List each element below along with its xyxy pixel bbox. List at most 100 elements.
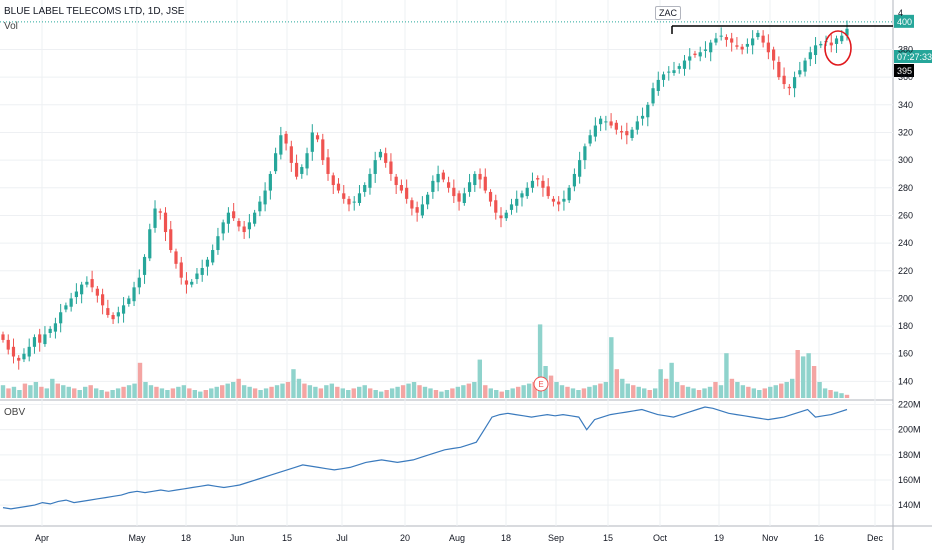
volume-bar	[384, 390, 389, 398]
volume-bar	[346, 390, 351, 398]
time-tick-label: Apr	[35, 533, 49, 543]
volume-bar	[779, 383, 784, 398]
volume-bar	[329, 383, 335, 398]
volume-bar	[302, 383, 307, 398]
candle-body	[698, 52, 702, 57]
volume-bar	[609, 337, 614, 398]
candle-body	[499, 215, 503, 219]
candle-body	[588, 135, 592, 144]
volume-bar	[811, 366, 817, 398]
volume-bar	[121, 386, 126, 398]
volume-bar	[773, 385, 778, 398]
candle-body	[184, 280, 189, 285]
time-tick-label: Aug	[449, 533, 465, 543]
annotation-circle	[824, 30, 852, 66]
candle-body	[724, 37, 729, 40]
candle-body	[90, 279, 94, 288]
candle-body	[38, 334, 42, 343]
candle-body	[211, 250, 215, 263]
candle-body	[326, 157, 330, 174]
volume-bar	[263, 388, 269, 398]
candle-body	[772, 49, 776, 61]
volume-bar	[548, 375, 554, 398]
volume-bar	[625, 383, 630, 398]
volume-bar	[225, 383, 230, 398]
volume-bar	[280, 383, 285, 398]
candle-body	[840, 35, 844, 42]
candle-body	[473, 173, 477, 186]
volume-bar	[614, 369, 620, 398]
volume-bar	[576, 390, 581, 398]
volume-bar	[220, 385, 225, 398]
candle-body	[457, 193, 461, 202]
volume-bar	[137, 362, 143, 398]
price-axis[interactable]: 140 160 180 200 220 240 260 280 300 320 340 360 380 4	[898, 8, 913, 386]
volume-bar	[389, 388, 395, 398]
last-price-tag	[894, 64, 914, 77]
candle-body	[462, 193, 466, 203]
candle-body	[179, 262, 183, 278]
candle-body	[599, 118, 603, 125]
candle-body	[221, 222, 225, 234]
volume-bar	[669, 362, 674, 398]
symbol-title[interactable]: BLUE LABEL TELECOMS LTD, 1D, JSE	[4, 6, 185, 17]
candle-body	[630, 129, 634, 138]
volume-bar	[6, 388, 11, 398]
volume-bar	[587, 386, 592, 398]
candle-body	[190, 281, 194, 285]
candle-body	[59, 312, 63, 324]
candle-body	[32, 337, 37, 347]
volume-bar	[209, 388, 214, 398]
price-tick-label: 140	[898, 376, 913, 386]
candle-body	[11, 346, 16, 357]
candle-body	[656, 79, 660, 91]
volume-bars	[0, 324, 850, 398]
obv-tick-label: 200M	[898, 425, 921, 435]
volume-bar	[817, 382, 822, 398]
price-tick-label: 260	[898, 210, 913, 220]
price-tick-label: 180	[898, 321, 913, 331]
countdown-tag	[894, 50, 932, 63]
candle-body	[478, 173, 482, 180]
candle-body	[593, 125, 597, 137]
candle-body	[730, 38, 734, 43]
candle-body	[845, 28, 849, 36]
candle-body	[253, 212, 257, 224]
candle-body	[405, 187, 409, 199]
volume-bar	[44, 388, 50, 398]
candle-body	[289, 146, 293, 163]
volume-bar	[214, 386, 219, 398]
volume-bar	[789, 378, 795, 398]
volume-bar	[729, 378, 735, 398]
currency-badge[interactable]: ZAC	[655, 6, 681, 20]
candle-body	[682, 60, 687, 69]
volume-bar	[28, 385, 33, 398]
volume-bar	[844, 394, 850, 398]
candle-body	[488, 191, 493, 202]
obv-axis[interactable]: 140M 160M 180M 200M 220M	[898, 400, 921, 511]
time-axis[interactable]: Apr May 18 Jun 15 Jul 20 Aug 18 Sep 15 Oct 19 Nov 16 De…	[35, 533, 884, 543]
price-tick-label: 240	[898, 238, 913, 248]
candle-body	[452, 187, 456, 197]
candle-body	[735, 45, 739, 47]
candle-body	[703, 49, 708, 51]
volume-bar	[636, 386, 641, 398]
earnings-marker	[533, 376, 549, 392]
candle-body	[357, 193, 362, 203]
volume-bar	[61, 385, 66, 398]
price-tick-label: 380	[898, 44, 913, 54]
candle-body	[635, 121, 639, 130]
time-tick-label: Sep	[548, 533, 564, 543]
volume-bar	[515, 386, 521, 398]
candle-body	[562, 198, 566, 202]
volume-bar	[351, 388, 356, 398]
volume-bar	[598, 383, 603, 398]
candle-body	[279, 135, 283, 155]
candle-body	[384, 153, 388, 163]
candle-body	[373, 160, 377, 174]
time-tick-label: Jun	[230, 533, 245, 543]
candle-body	[268, 173, 272, 191]
time-tick-label: 18	[181, 533, 191, 543]
candle-body	[331, 175, 335, 186]
